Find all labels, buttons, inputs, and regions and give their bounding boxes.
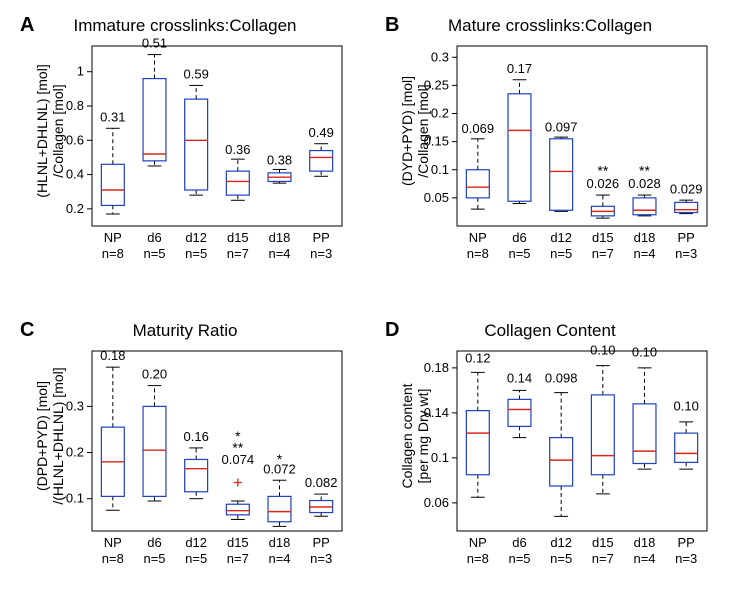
svg-text:0.2: 0.2 bbox=[431, 106, 449, 121]
svg-text:d18: d18 bbox=[634, 535, 656, 550]
svg-text:0.31: 0.31 bbox=[100, 109, 125, 124]
svg-text:d12: d12 bbox=[550, 230, 572, 245]
svg-text:0.18: 0.18 bbox=[100, 348, 125, 363]
svg-text:NP: NP bbox=[104, 230, 122, 245]
svg-text:0.1: 0.1 bbox=[431, 450, 449, 465]
svg-text:0.2: 0.2 bbox=[66, 445, 84, 460]
svg-text:NP: NP bbox=[469, 535, 487, 550]
svg-text:**: ** bbox=[232, 440, 243, 456]
svg-text:n=5: n=5 bbox=[185, 246, 207, 261]
svg-text:**: ** bbox=[597, 162, 608, 178]
svg-text:d18: d18 bbox=[269, 535, 291, 550]
svg-text:0.10: 0.10 bbox=[590, 342, 615, 357]
svg-text:d18: d18 bbox=[269, 230, 291, 245]
svg-text:n=3: n=3 bbox=[675, 551, 697, 566]
svg-text:0.069: 0.069 bbox=[462, 121, 495, 136]
svg-text:0.082: 0.082 bbox=[305, 475, 338, 490]
plot-D: 0.060.10.140.18NPn=8d6n=5d12n=5d15n=7d18… bbox=[385, 315, 715, 575]
svg-text:n=4: n=4 bbox=[268, 551, 290, 566]
svg-text:0.3: 0.3 bbox=[66, 398, 84, 413]
svg-text:n=7: n=7 bbox=[592, 551, 614, 566]
svg-text:d15: d15 bbox=[227, 230, 249, 245]
svg-text:0.14: 0.14 bbox=[507, 371, 532, 386]
svg-text:n=5: n=5 bbox=[550, 246, 572, 261]
svg-text:n=8: n=8 bbox=[467, 246, 489, 261]
svg-text:n=8: n=8 bbox=[102, 246, 124, 261]
svg-text:d6: d6 bbox=[512, 230, 526, 245]
svg-text:0.12: 0.12 bbox=[465, 350, 490, 365]
svg-text:d15: d15 bbox=[592, 535, 614, 550]
svg-text:n=5: n=5 bbox=[143, 551, 165, 566]
svg-text:*: * bbox=[277, 451, 283, 467]
svg-text:d12: d12 bbox=[185, 230, 207, 245]
panel-C: CMaturity Ratio(DPD+PYD) [mol] /(HLNL+DH… bbox=[20, 315, 350, 575]
svg-text:0.6: 0.6 bbox=[66, 132, 84, 147]
svg-text:d6: d6 bbox=[147, 230, 161, 245]
svg-text:d18: d18 bbox=[634, 230, 656, 245]
panel-A: AImmature crosslinks:Collagen(HLNL+DHLNL… bbox=[20, 10, 350, 270]
svg-text:0.05: 0.05 bbox=[424, 190, 449, 205]
panel-D: DCollagen ContentCollagen content [per m… bbox=[385, 315, 715, 575]
svg-text:d15: d15 bbox=[592, 230, 614, 245]
svg-text:NP: NP bbox=[104, 535, 122, 550]
svg-text:0.10: 0.10 bbox=[632, 345, 657, 360]
svg-text:0.49: 0.49 bbox=[309, 125, 334, 140]
svg-text:0.20: 0.20 bbox=[142, 367, 167, 382]
svg-text:n=4: n=4 bbox=[268, 246, 290, 261]
svg-text:n=5: n=5 bbox=[508, 551, 530, 566]
svg-text:n=4: n=4 bbox=[633, 246, 655, 261]
svg-text:NP: NP bbox=[469, 230, 487, 245]
svg-text:0.098: 0.098 bbox=[545, 371, 578, 386]
svg-text:PP: PP bbox=[677, 230, 694, 245]
svg-text:n=5: n=5 bbox=[508, 246, 530, 261]
plot-C: 0.10.20.3NPn=8d6n=5d12n=5d15n=7d18n=4PPn… bbox=[20, 315, 350, 575]
svg-text:PP: PP bbox=[677, 535, 694, 550]
svg-text:0.36: 0.36 bbox=[225, 142, 250, 157]
svg-text:n=5: n=5 bbox=[143, 246, 165, 261]
svg-text:0.15: 0.15 bbox=[424, 134, 449, 149]
svg-text:0.17: 0.17 bbox=[507, 61, 532, 76]
svg-text:0.1: 0.1 bbox=[66, 491, 84, 506]
svg-text:d12: d12 bbox=[550, 535, 572, 550]
svg-text:**: ** bbox=[639, 162, 650, 178]
plot-A: 0.20.40.60.81NPn=8d6n=5d12n=5d15n=7d18n=… bbox=[20, 10, 350, 270]
svg-text:0.59: 0.59 bbox=[184, 67, 209, 82]
svg-text:n=3: n=3 bbox=[310, 551, 332, 566]
svg-text:n=7: n=7 bbox=[227, 551, 249, 566]
svg-text:n=3: n=3 bbox=[310, 246, 332, 261]
svg-text:0.8: 0.8 bbox=[66, 98, 84, 113]
plot-B: 0.050.10.150.20.250.3NPn=8d6n=5d12n=5d15… bbox=[385, 10, 715, 270]
svg-text:0.097: 0.097 bbox=[545, 120, 578, 135]
svg-text:n=7: n=7 bbox=[227, 246, 249, 261]
svg-text:PP: PP bbox=[312, 230, 329, 245]
svg-text:d6: d6 bbox=[147, 535, 161, 550]
svg-text:0.25: 0.25 bbox=[424, 77, 449, 92]
svg-text:0.029: 0.029 bbox=[670, 181, 703, 196]
svg-text:0.16: 0.16 bbox=[184, 429, 209, 444]
svg-text:n=7: n=7 bbox=[592, 246, 614, 261]
svg-text:PP: PP bbox=[312, 535, 329, 550]
svg-text:1: 1 bbox=[77, 64, 84, 79]
svg-text:0.1: 0.1 bbox=[431, 162, 449, 177]
panel-B: BMature crosslinks:Collagen(DYD+PYD) [mo… bbox=[385, 10, 715, 270]
svg-text:0.18: 0.18 bbox=[424, 360, 449, 375]
svg-text:0.4: 0.4 bbox=[66, 167, 84, 182]
svg-text:0.2: 0.2 bbox=[66, 201, 84, 216]
svg-text:n=8: n=8 bbox=[467, 551, 489, 566]
svg-text:d6: d6 bbox=[512, 535, 526, 550]
svg-text:0.14: 0.14 bbox=[424, 405, 449, 420]
svg-text:0.38: 0.38 bbox=[267, 152, 292, 167]
svg-text:d12: d12 bbox=[185, 535, 207, 550]
svg-text:d15: d15 bbox=[227, 535, 249, 550]
svg-text:n=5: n=5 bbox=[185, 551, 207, 566]
svg-text:0.10: 0.10 bbox=[674, 399, 699, 414]
svg-text:0.51: 0.51 bbox=[142, 36, 167, 51]
svg-text:n=8: n=8 bbox=[102, 551, 124, 566]
svg-text:n=3: n=3 bbox=[675, 246, 697, 261]
svg-text:0.06: 0.06 bbox=[424, 495, 449, 510]
svg-text:n=4: n=4 bbox=[633, 551, 655, 566]
svg-text:0.3: 0.3 bbox=[431, 49, 449, 64]
svg-text:n=5: n=5 bbox=[550, 551, 572, 566]
